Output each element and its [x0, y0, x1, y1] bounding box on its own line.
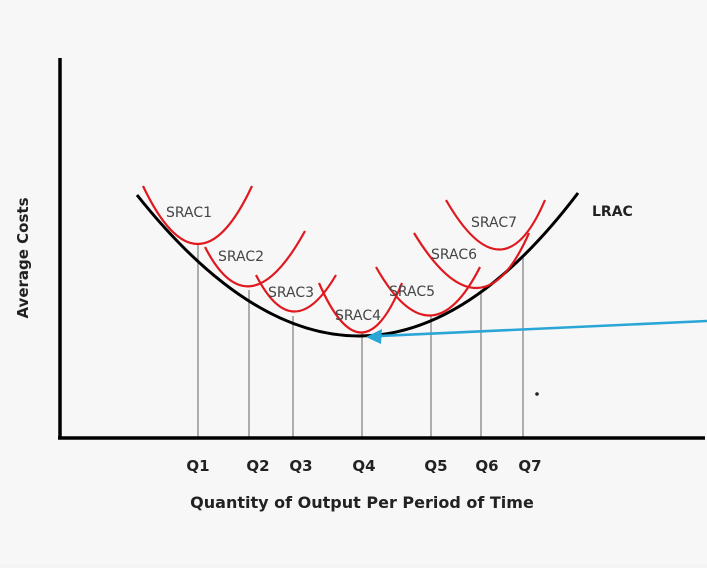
- quantity-label-q2: Q2: [246, 457, 269, 475]
- quantity-label-q3: Q3: [289, 457, 312, 475]
- srac-curve-3: [255, 274, 337, 313]
- minimum-point-arrow: [366, 319, 707, 344]
- srac-label-1: SRAC1: [166, 205, 212, 221]
- srac-label-6: SRAC6: [431, 247, 477, 263]
- srac-labels: SRAC1 SRAC2 SRAC3 SRAC4 SRAC5 SRAC6 SRAC…: [166, 205, 517, 324]
- quantity-label-q5: Q5: [424, 457, 447, 475]
- lrac-curve: [135, 192, 580, 338]
- srac-curve-2: [204, 230, 306, 288]
- y-axis-title: Average Costs: [14, 197, 32, 318]
- quantity-label-q4: Q4: [352, 457, 375, 475]
- lrac-label: LRAC: [592, 204, 633, 220]
- quantity-guide-lines: [197, 244, 524, 438]
- quantity-label-q1: Q1: [186, 457, 209, 475]
- arrow-head: [366, 329, 382, 344]
- quantity-label-q6: Q6: [475, 457, 498, 475]
- srac-label-4: SRAC4: [335, 308, 381, 324]
- srac-label-2: SRAC2: [218, 249, 264, 265]
- srac-curve-6: [413, 232, 531, 289]
- srac-curve-7: [445, 199, 547, 251]
- srac-curve-1: [142, 185, 253, 245]
- quantity-label-q7: Q7: [518, 457, 541, 475]
- stray-dot: [535, 392, 539, 396]
- srac-label-7: SRAC7: [471, 215, 517, 231]
- arrow-shaft: [379, 319, 707, 338]
- srac-curves: [142, 185, 547, 334]
- srac-label-3: SRAC3: [268, 285, 314, 301]
- quantity-labels: Q1 Q2 Q3 Q4 Q5 Q6 Q7: [186, 457, 541, 475]
- axes: [58, 58, 705, 440]
- x-axis-title: Quantity of Output Per Period of Time: [190, 493, 534, 512]
- srac-label-5: SRAC5: [389, 284, 435, 300]
- srac-curve-4: [317, 282, 404, 334]
